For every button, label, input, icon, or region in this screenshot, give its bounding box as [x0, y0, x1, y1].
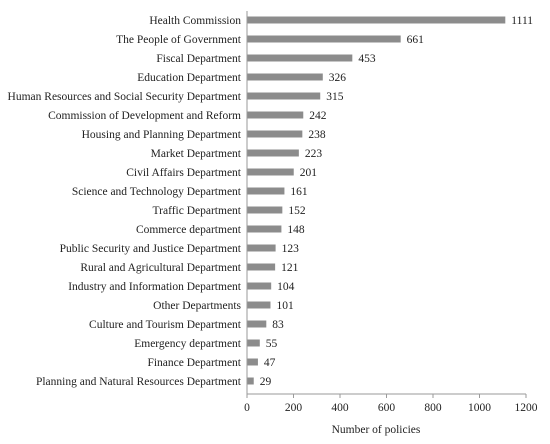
- category-label: Civil Affairs Department: [126, 167, 242, 179]
- category-label: Education Department: [137, 72, 242, 84]
- data-label: 123: [282, 243, 300, 255]
- category-label: Human Resources and Social Security Depa…: [8, 91, 242, 103]
- bar: [247, 149, 299, 157]
- bar: [247, 168, 294, 176]
- data-label: 315: [326, 91, 344, 103]
- bar: [247, 282, 272, 290]
- category-label: Public Security and Justice Department: [60, 243, 242, 255]
- data-label: 47: [264, 357, 276, 369]
- data-label: 152: [288, 205, 306, 217]
- category-label: Fiscal Department: [156, 53, 241, 65]
- data-label: 83: [272, 319, 284, 331]
- bar: [247, 130, 303, 138]
- category-label: Industry and Information Department: [68, 281, 242, 293]
- bar: [247, 225, 282, 233]
- data-label: 101: [276, 300, 294, 312]
- x-tick-label: 1200: [515, 402, 538, 414]
- bar: [247, 263, 276, 271]
- bar: [247, 206, 283, 214]
- bar: [247, 187, 285, 195]
- category-label: Commission of Development and Reform: [48, 110, 241, 122]
- data-label: 223: [305, 148, 323, 160]
- bar: [247, 339, 260, 347]
- bar: [247, 92, 321, 100]
- x-axis-title: Number of policies: [332, 424, 421, 436]
- category-label: Market Department: [151, 148, 242, 160]
- x-axis: 0 200 400 600 800 1000 1200: [244, 11, 538, 414]
- x-tick-label: 0: [244, 402, 250, 414]
- data-label: 104: [277, 281, 295, 293]
- bar: [247, 358, 258, 366]
- data-label: 238: [308, 129, 326, 141]
- data-label: 121: [281, 262, 299, 274]
- x-tick-label: 400: [331, 402, 349, 414]
- data-label: 1111: [511, 15, 533, 27]
- data-label: 55: [266, 338, 278, 350]
- data-label: 29: [260, 376, 272, 388]
- bar: [247, 301, 271, 309]
- data-label: 148: [287, 224, 305, 236]
- data-label: 201: [300, 167, 318, 179]
- bar: [247, 244, 276, 252]
- data-label: 453: [358, 53, 376, 65]
- bar: [247, 54, 353, 62]
- category-label: Commerce department: [136, 224, 242, 236]
- bar: [247, 73, 323, 81]
- category-label: Other Departments: [153, 300, 241, 312]
- data-label: 661: [407, 34, 425, 46]
- bars-layer: Health Commission 1111 The People of Gover…: [8, 15, 534, 388]
- data-label: 326: [329, 72, 347, 84]
- category-label: Planning and Natural Resources Departmen…: [36, 376, 242, 388]
- bar: [247, 320, 267, 328]
- category-label: Emergency department: [134, 338, 242, 350]
- x-tick-label: 1000: [468, 402, 491, 414]
- x-tick-label: 800: [424, 402, 442, 414]
- category-label: Health Commission: [149, 15, 241, 27]
- category-label: The People of Government: [116, 34, 242, 46]
- bar: [247, 377, 254, 385]
- bar: [247, 111, 304, 119]
- bar: [247, 35, 401, 43]
- category-label: Finance Department: [147, 357, 241, 369]
- category-label: Housing and Planning Department: [82, 129, 242, 141]
- bar: [247, 16, 506, 24]
- x-tick-label: 200: [285, 402, 303, 414]
- data-label: 242: [309, 110, 327, 122]
- category-label: Traffic Department: [153, 205, 242, 217]
- category-label: Culture and Tourism Department: [89, 319, 242, 331]
- category-label: Rural and Agricultural Department: [80, 262, 241, 274]
- x-tick-label: 600: [378, 402, 396, 414]
- category-label: Science and Technology Department: [72, 186, 242, 198]
- data-label: 161: [290, 186, 308, 198]
